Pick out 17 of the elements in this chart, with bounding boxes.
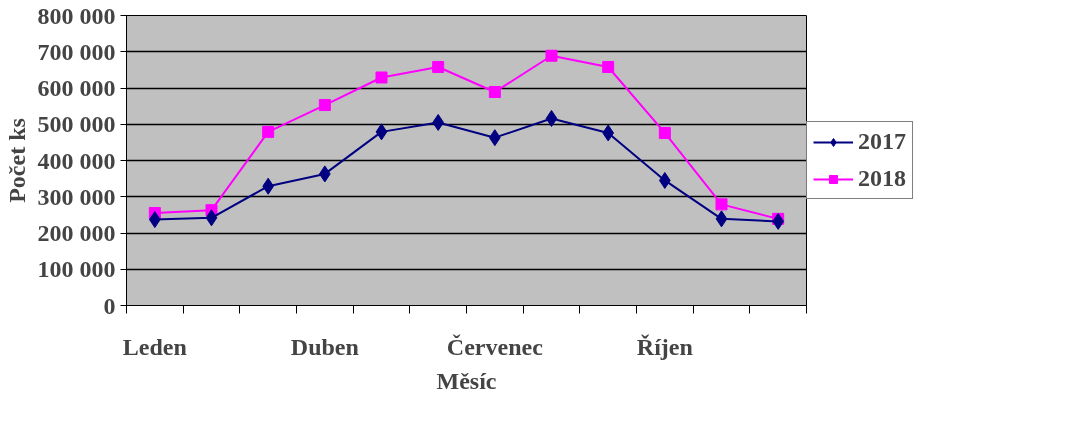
y-axis-title: Počet ks [3,118,30,203]
y-tick-label: 100 000 [37,256,116,283]
y-tick-label: 400 000 [37,147,116,174]
y-tick-label: 200 000 [37,220,116,246]
legend-label: 2018 [858,165,906,192]
y-tick-label: 800 000 [37,2,116,29]
x-tick-label: Duben [290,333,359,360]
y-tick-label: 500 000 [37,111,116,138]
x-axis-title: Měsíc [436,367,497,394]
y-tick-label: 700 000 [37,38,116,65]
x-tick-label: Leden [122,333,187,360]
x-tick-label: Červenec [446,333,544,360]
x-tick-label: Říjen [636,333,693,360]
y-tick-label: 0 [103,292,116,319]
legend-label: 2017 [858,128,906,155]
y-tick-label: 600 000 [37,75,116,101]
y-tick-label: 300 000 [37,183,116,210]
